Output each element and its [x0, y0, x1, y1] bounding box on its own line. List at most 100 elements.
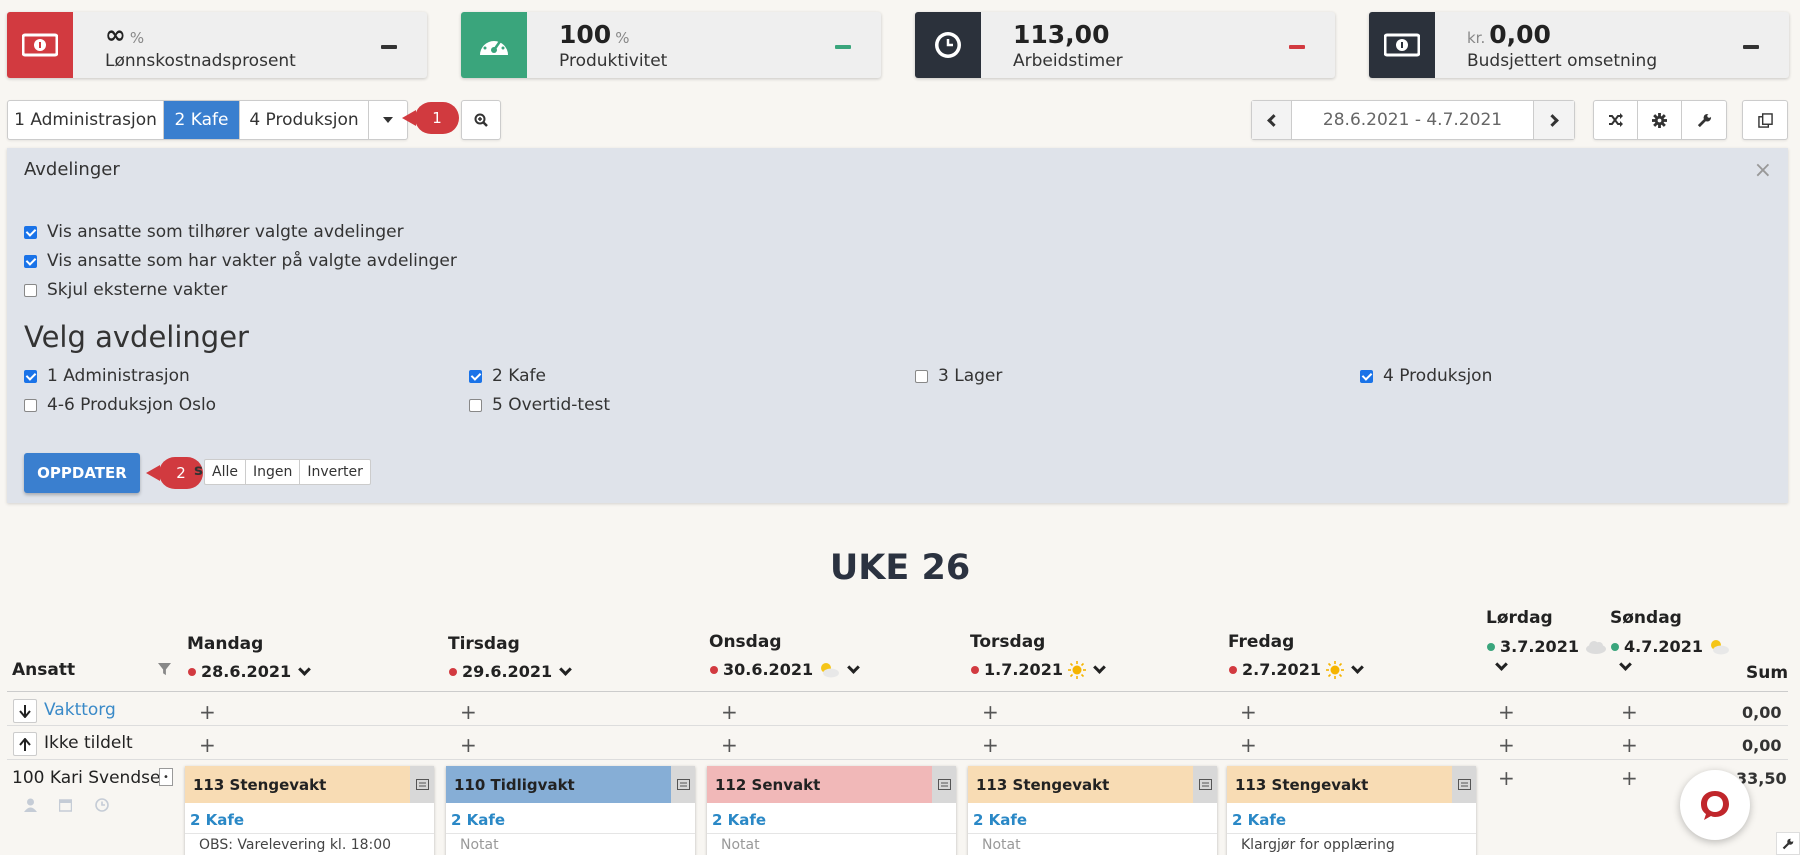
checkbox[interactable]	[24, 254, 37, 268]
dept-overtid-test[interactable]: 5 Overtid-test	[469, 395, 610, 415]
chevron-down-icon[interactable]	[1619, 658, 1632, 671]
shift-card[interactable]: 113 Stengevakt 2 Kafe Klargjør for opplæ…	[1227, 766, 1476, 855]
settings-button[interactable]	[1638, 101, 1682, 139]
add-shift-plus-icon[interactable]: +	[460, 700, 477, 724]
select-buttons: Alle Ingen Inverter	[204, 459, 371, 485]
select-none-button[interactable]: Ingen	[246, 460, 301, 484]
checkbox[interactable]	[24, 283, 37, 297]
checkbox[interactable]	[24, 369, 37, 383]
tab-administrasjon[interactable]: 1 Administrasjon	[8, 101, 164, 139]
option-hide-external[interactable]: Skjul eksterne vakter	[24, 280, 227, 300]
tools-button[interactable]	[1682, 101, 1726, 139]
shift-note: Notat	[707, 833, 956, 853]
department-dropdown-button[interactable]	[369, 101, 407, 139]
shift-card[interactable]: 112 Senvakt 2 Kafe Notat	[707, 766, 956, 855]
chevron-down-icon[interactable]	[1495, 658, 1508, 671]
checkbox[interactable]	[24, 398, 37, 412]
clock-icon[interactable]	[95, 798, 109, 812]
option-show-belonging[interactable]: Vis ansatte som tilhører valgte avdeling…	[24, 222, 404, 242]
next-week-button[interactable]	[1534, 101, 1574, 139]
wrench-icon	[1697, 113, 1711, 127]
user-icon[interactable]	[24, 798, 37, 812]
day-date[interactable]: 28.6.2021	[188, 662, 311, 681]
dept-administrasjon[interactable]: 1 Administrasjon	[24, 366, 190, 386]
shuffle-button[interactable]	[1594, 101, 1638, 139]
employee-menu-button[interactable]: •	[159, 768, 173, 786]
day-date[interactable]: 30.6.2021	[710, 660, 860, 679]
tab-produksjon[interactable]: 4 Produksjon	[240, 101, 369, 139]
row-divider	[7, 725, 1788, 726]
trend-dash-icon	[1289, 45, 1305, 49]
update-button[interactable]: OPPDATER	[24, 453, 140, 493]
prev-week-button[interactable]	[1252, 101, 1292, 139]
add-shift-plus-icon[interactable]: +	[1240, 733, 1257, 757]
checkbox[interactable]	[469, 398, 482, 412]
calendar-icon[interactable]	[59, 798, 72, 812]
dept-kafe[interactable]: 2 Kafe	[469, 366, 546, 386]
arrow-up-icon	[19, 737, 31, 751]
expand-down-button[interactable]	[13, 699, 37, 723]
week-title: UKE 26	[829, 548, 971, 588]
dept-produksjon-oslo[interactable]: 4-6 Produksjon Oslo	[24, 395, 216, 415]
kpi-card-labor-cost: ∞% Lønnskostnadsprosent	[7, 12, 427, 78]
shift-menu-icon[interactable]	[671, 766, 695, 803]
invert-selection-button[interactable]: Inverter	[307, 464, 363, 480]
collapse-up-button[interactable]	[13, 732, 37, 756]
add-shift-plus-icon[interactable]: +	[1498, 733, 1515, 757]
copy-button[interactable]	[1743, 101, 1787, 139]
shift-menu-icon[interactable]	[410, 766, 434, 803]
chat-widget-button[interactable]	[1680, 770, 1750, 840]
date-range-display[interactable]: 28.6.2021 - 4.7.2021	[1292, 101, 1534, 139]
shift-card[interactable]: 110 Tidligvakt 2 Kafe Notat	[446, 766, 695, 855]
trend-dash-icon	[381, 45, 397, 49]
shift-title: 113 Stengevakt	[1227, 766, 1476, 803]
shift-menu-icon[interactable]	[1193, 766, 1217, 803]
close-icon[interactable]: ×	[1753, 158, 1772, 183]
day-date[interactable]: 1.7.2021	[971, 660, 1106, 679]
day-date[interactable]: 4.7.2021	[1611, 637, 1730, 656]
day-date[interactable]: 2.7.2021	[1229, 660, 1364, 679]
add-shift-plus-icon[interactable]: +	[460, 733, 477, 757]
option-show-with-shifts[interactable]: Vis ansatte som har vakter på valgte avd…	[24, 251, 457, 271]
add-shift-plus-icon[interactable]: +	[199, 700, 216, 724]
shift-department: 2 Kafe	[1232, 811, 1287, 829]
employee-name[interactable]: 100 Kari Svendsen	[12, 768, 172, 788]
wrench-icon[interactable]	[1776, 832, 1800, 855]
add-shift-plus-icon[interactable]: +	[1240, 700, 1257, 724]
add-shift-plus-icon[interactable]: +	[1621, 733, 1638, 757]
dept-lager[interactable]: 3 Lager	[915, 366, 1002, 386]
add-shift-plus-icon[interactable]: +	[199, 733, 216, 757]
shift-menu-icon[interactable]	[932, 766, 956, 803]
add-shift-plus-icon[interactable]: +	[1621, 700, 1638, 724]
add-shift-plus-icon[interactable]: +	[1498, 700, 1515, 724]
add-shift-plus-icon[interactable]: +	[721, 700, 738, 724]
checkbox[interactable]	[1360, 369, 1373, 383]
add-shift-plus-icon[interactable]: +	[721, 733, 738, 757]
day-name: Fredag	[1228, 632, 1295, 652]
step-marker-2: 2	[146, 457, 203, 489]
day-date[interactable]: 3.7.2021	[1487, 637, 1607, 656]
select-all-button[interactable]: Alle	[205, 460, 246, 484]
chevron-down-icon	[1093, 660, 1106, 674]
zoom-in-icon	[474, 113, 488, 127]
tab-kafe[interactable]: 2 Kafe	[164, 101, 240, 139]
day-name: Søndag	[1610, 608, 1682, 628]
filter-icon[interactable]	[158, 663, 171, 676]
add-shift-plus-icon[interactable]: +	[982, 733, 999, 757]
vakttorg-link[interactable]: Vakttorg	[44, 700, 116, 720]
shift-card[interactable]: 113 Stengevakt 2 Kafe OBS: Varelevering …	[185, 766, 434, 855]
checkbox[interactable]	[24, 225, 37, 239]
shift-title: 112 Senvakt	[707, 766, 956, 803]
add-shift-plus-icon[interactable]: +	[1498, 766, 1515, 790]
day-date[interactable]: 29.6.2021	[449, 662, 572, 681]
money-icon	[1369, 12, 1435, 78]
shift-menu-icon[interactable]	[1452, 766, 1476, 803]
add-shift-plus-icon[interactable]: +	[1621, 766, 1638, 790]
day-name: Lørdag	[1486, 608, 1553, 628]
checkbox[interactable]	[469, 369, 482, 383]
zoom-button[interactable]	[462, 101, 500, 139]
add-shift-plus-icon[interactable]: +	[982, 700, 999, 724]
shift-card[interactable]: 113 Stengevakt 2 Kafe Notat	[968, 766, 1217, 855]
checkbox[interactable]	[915, 369, 928, 383]
dept-produksjon[interactable]: 4 Produksjon	[1360, 366, 1492, 386]
